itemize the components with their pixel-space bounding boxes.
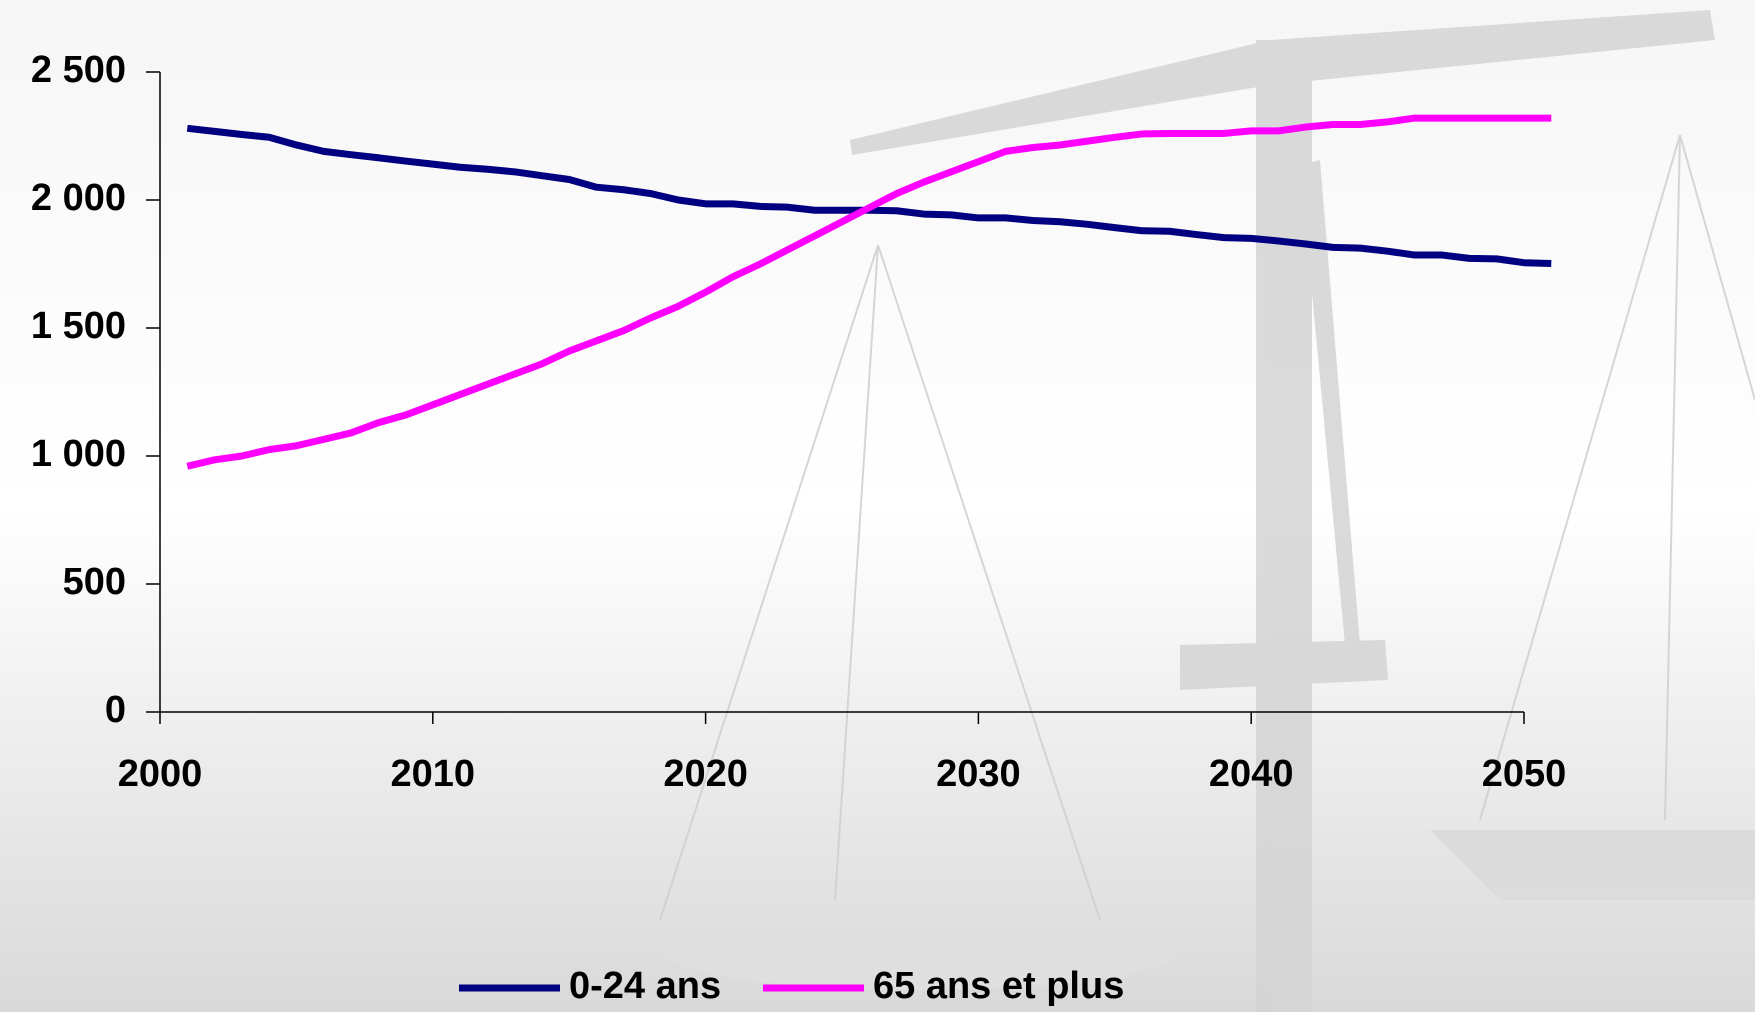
- legend-label: 0-24 ans: [569, 965, 721, 1007]
- scale-illustration: [659, 10, 1755, 1012]
- y-tick-label: 1 500: [31, 305, 126, 347]
- y-tick-label: 0: [105, 689, 126, 731]
- legend: 0-24 ans 65 ans et plus: [459, 965, 1124, 1007]
- x-tick-label: 2030: [936, 753, 1021, 795]
- y-tick-label: 2 000: [31, 177, 126, 219]
- y-tick-label: 1 000: [31, 433, 126, 475]
- y-tick-label: 2 500: [31, 49, 126, 91]
- y-tick-label: 500: [63, 561, 126, 603]
- x-tick-label: 2040: [1209, 753, 1294, 795]
- x-tick-label: 2050: [1482, 753, 1567, 795]
- x-tick-label: 2000: [118, 753, 203, 795]
- series-line: [186, 114, 1552, 470]
- legend-label: 65 ans et plus: [873, 965, 1124, 1007]
- x-tick-label: 2010: [391, 753, 476, 795]
- x-tick-label: 2020: [663, 753, 748, 795]
